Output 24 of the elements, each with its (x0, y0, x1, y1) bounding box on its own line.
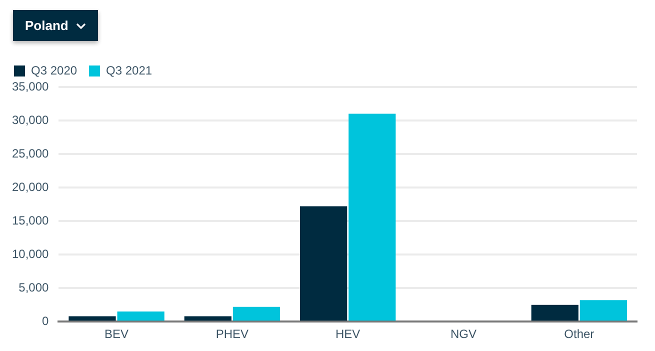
y-tick-label: 15,000 (12, 213, 50, 228)
x-tick-label: NGV (450, 327, 477, 342)
y-tick-label: 30,000 (12, 112, 50, 127)
y-tick-label: 10,000 (12, 246, 50, 261)
x-tick-label: Other (564, 327, 594, 342)
legend-label: Q3 2020 (31, 63, 78, 78)
bar (531, 304, 578, 321)
legend-label: Q3 2021 (106, 63, 152, 78)
x-tick-label: PHEV (216, 327, 249, 342)
dropdown-field: Poland (13, 10, 98, 41)
y-tick-label: 25,000 (12, 146, 50, 160)
bar (300, 206, 348, 321)
bar (117, 312, 164, 321)
bar (232, 306, 280, 321)
bar (348, 114, 396, 321)
y-tick-label: 0 (42, 314, 50, 328)
y-tick-label: 35,000 (12, 79, 50, 94)
bar (184, 316, 232, 321)
x-tick-label: HEV (336, 327, 360, 342)
y-tick-label: 20,000 (12, 180, 50, 194)
y-tick-label: 5,000 (18, 280, 50, 294)
bar (580, 300, 628, 321)
x-tick-label: BEV (104, 327, 129, 342)
bar (68, 316, 116, 321)
